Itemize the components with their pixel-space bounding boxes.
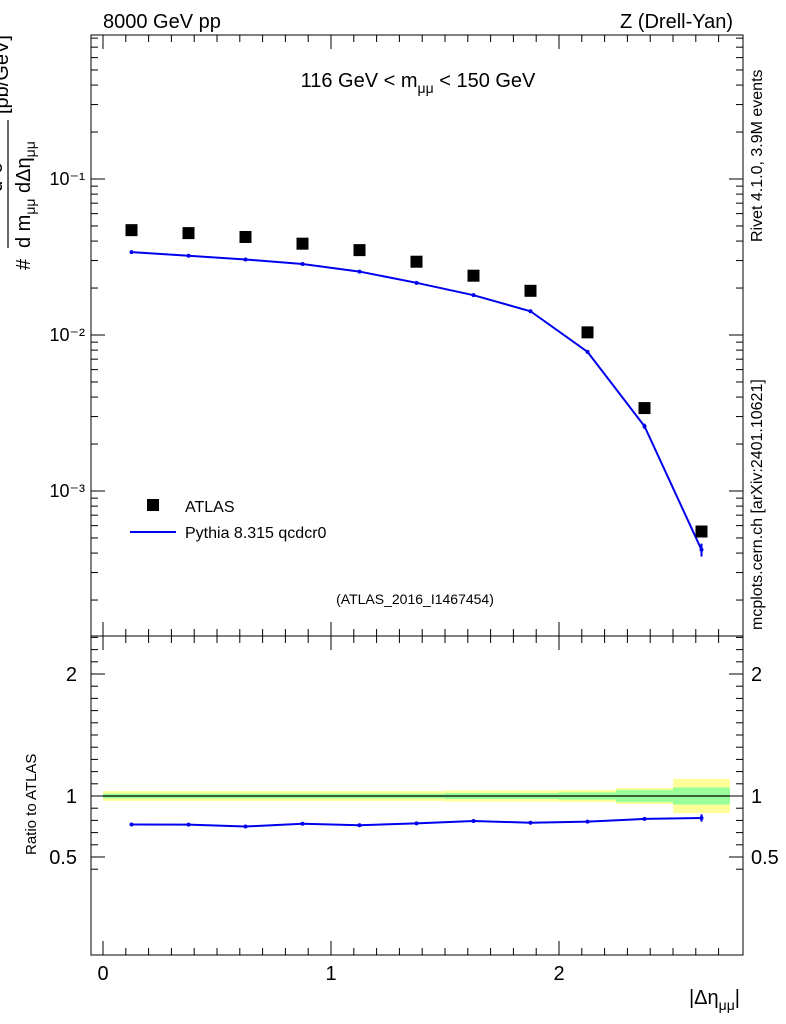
atlas-data-point — [182, 227, 195, 240]
pythia-ratio-point — [414, 821, 419, 826]
legend-pythia-label: Pythia 8.315 qcdcr0 — [185, 525, 327, 542]
x-tick-label: 2 — [553, 963, 564, 985]
ratio-bands — [103, 778, 730, 814]
x-axis-label: |Δημμ| — [689, 987, 740, 1013]
ratio-axis-ticks: 0.5 0.5 1 1 2 2 — [49, 636, 779, 870]
pythia-ratio-point — [357, 823, 362, 828]
pythia-ratio-point — [300, 821, 305, 826]
main-panel-frame — [90, 34, 744, 637]
main-axis-ticks: 10⁻¹ 10⁻² 10⁻³ — [49, 37, 743, 601]
pythia-point — [243, 257, 248, 262]
svg-text:#: # — [13, 258, 35, 270]
header-left: 8000 GeV pp — [103, 11, 221, 33]
svg-text:d mμμ dΔημμ: d mμμ dΔημμ — [13, 141, 38, 248]
atlas-data-point — [524, 284, 537, 297]
atlas-data-point — [638, 402, 651, 415]
pythia-point — [699, 547, 704, 552]
atlas-data-point — [353, 244, 366, 257]
ratio-y-tick-label-right: 1 — [751, 786, 762, 808]
atlas-data-point — [695, 525, 708, 538]
pythia-ratio-point — [243, 824, 248, 829]
pythia-point — [186, 253, 191, 258]
pythia-ratio-point — [471, 819, 476, 824]
pythia-ratio-point — [186, 822, 191, 827]
ratio-y-tick-label: 0.5 — [49, 847, 77, 869]
atlas-data-point — [410, 255, 423, 268]
pythia-ratio-point — [642, 816, 647, 821]
ratio-y-label: Ratio to ATLAS — [23, 754, 40, 855]
rivet-label: Rivet 4.1.0, 3.9M events — [749, 69, 766, 242]
svg-text:d2σ: d2σ — [0, 161, 7, 192]
legend: ATLAS Pythia 8.315 qcdcr0 — [130, 499, 327, 542]
pythia-ratio-point — [129, 822, 134, 827]
pythia-point — [357, 269, 362, 274]
atlas-data-point — [239, 230, 252, 243]
header-right: Z (Drell-Yan) — [620, 11, 733, 33]
main-y-tick-label: 10⁻¹ — [49, 169, 85, 189]
mcplots-label: mcplots.cern.ch [arXiv:2401.10621] — [749, 379, 766, 630]
x-axis-ticks: 0 1 2 — [97, 35, 720, 985]
pythia-point — [129, 250, 134, 255]
pythia-ratio-point — [528, 820, 533, 825]
analysis-id: (ATLAS_2016_I1467454) — [336, 591, 494, 607]
atlas-data-point — [296, 237, 309, 250]
pythia-point — [471, 293, 476, 298]
pythia-point — [414, 280, 419, 285]
atlas-data-point — [581, 326, 594, 339]
pythia-point — [300, 262, 305, 267]
ratio-y-tick-label-right: 0.5 — [751, 847, 779, 869]
atlas-data-point — [125, 224, 138, 237]
pythia-point — [528, 309, 533, 314]
pythia-point — [585, 349, 590, 354]
pythia-ratio-point — [585, 819, 590, 824]
x-tick-label: 0 — [97, 963, 108, 985]
ratio-y-tick-label: 1 — [66, 786, 77, 808]
ratio-y-tick-label: 2 — [66, 664, 77, 686]
main-y-label: # d mμμ dΔημμ d2σ [pb/GeV] — [0, 35, 38, 270]
main-y-tick-label: 10⁻² — [49, 325, 85, 345]
pythia-point — [642, 424, 647, 429]
ratio-data-marks — [129, 814, 704, 829]
main-data-marks — [125, 224, 708, 557]
ratio-y-tick-label-right: 2 — [751, 664, 762, 686]
atlas-data-point — [467, 269, 480, 282]
main-y-tick-label: 10⁻³ — [49, 481, 85, 501]
x-tick-label: 1 — [325, 963, 336, 985]
chart-title: 116 GeV < mμμ < 150 GeV — [301, 70, 536, 96]
legend-atlas-marker — [147, 499, 159, 511]
pythia-ratio-point — [699, 815, 704, 820]
legend-atlas-label: ATLAS — [185, 499, 235, 516]
svg-text:[pb/GeV]: [pb/GeV] — [0, 35, 13, 114]
